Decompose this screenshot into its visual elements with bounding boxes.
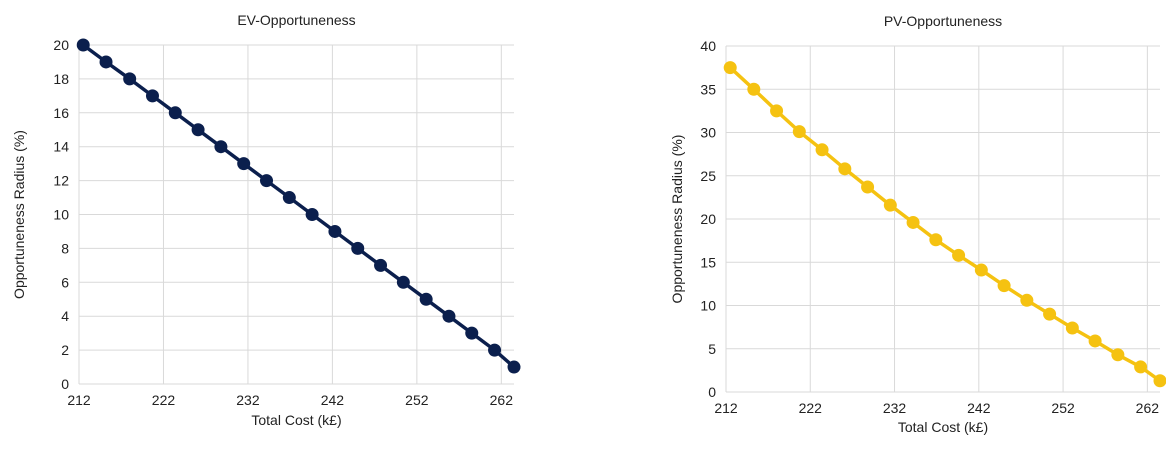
pv-data-point <box>929 233 942 246</box>
ev-x-tick-label: 222 <box>152 392 176 408</box>
pv-data-point <box>1111 348 1124 361</box>
ev-data-point <box>260 174 273 187</box>
pv-data-point <box>1154 374 1166 387</box>
pv-y-tick-label: 5 <box>708 341 716 357</box>
pv-x-tick-label: 242 <box>967 400 991 416</box>
pv-data-point <box>793 125 806 138</box>
ev-data-point <box>146 89 159 102</box>
pv-data-point <box>816 143 829 156</box>
ev-data-point <box>374 259 387 272</box>
ev-data-point <box>123 72 136 85</box>
ev-opportuneness-chart: 0 2 4 6 8 10 12 14 16 18 20 212 222 232 242 252 262 EV-Op… <box>0 0 540 450</box>
pv-opportuneness-chart: 0 5 10 15 20 25 30 35 40 212 222 232 242 252 262 PV-Opp… <box>660 0 1166 450</box>
ev-data-point <box>192 123 205 136</box>
ev-data-point <box>100 55 113 68</box>
ev-data-point <box>465 327 478 340</box>
pv-x-tick-label: 222 <box>799 400 823 416</box>
ev-x-tick-label: 242 <box>321 392 345 408</box>
ev-y-tick-label: 2 <box>61 342 69 358</box>
ev-data-point <box>169 106 182 119</box>
ev-data-point <box>77 39 90 52</box>
ev-y-tick-label: 0 <box>61 376 69 392</box>
ev-y-tick-label: 14 <box>53 139 69 155</box>
pv-y-tick-label: 40 <box>700 38 716 54</box>
pv-x-tick-label: 212 <box>714 400 738 416</box>
ev-data-point <box>397 276 410 289</box>
pv-data-point <box>975 264 988 277</box>
ev-x-axis-label: Total Cost (k£) <box>251 412 341 428</box>
pv-data-point <box>952 249 965 262</box>
ev-data-point <box>328 225 341 238</box>
pv-y-tick-label: 20 <box>700 211 716 227</box>
ev-x-tick-label: 252 <box>405 392 429 408</box>
pv-data-point <box>770 104 783 117</box>
pv-y-tick-label: 15 <box>700 254 716 270</box>
ev-y-tick-label: 20 <box>53 37 69 53</box>
pv-data-point <box>1134 360 1147 373</box>
ev-data-point <box>508 361 521 374</box>
pv-x-tick-label: 262 <box>1136 400 1160 416</box>
ev-y-tick-label: 4 <box>61 308 69 324</box>
pv-data-point <box>1020 294 1033 307</box>
ev-data-point <box>283 191 296 204</box>
pv-data-point <box>838 162 851 175</box>
ev-y-tick-label: 12 <box>53 173 69 189</box>
pv-data-point <box>1089 334 1102 347</box>
ev-data-point <box>306 208 319 221</box>
pv-data-point <box>861 180 874 193</box>
ev-y-tick-label: 6 <box>61 274 69 290</box>
ev-x-tick-label: 262 <box>490 392 514 408</box>
ev-data-point <box>442 310 455 323</box>
ev-data-point <box>214 140 227 153</box>
pv-data-point <box>1043 308 1056 321</box>
ev-y-tick-label: 16 <box>53 105 69 121</box>
pv-y-tick-label: 35 <box>700 81 716 97</box>
ev-y-tick-label: 18 <box>53 71 69 87</box>
pv-y-tick-label: 25 <box>700 168 716 184</box>
pv-data-point <box>747 83 760 96</box>
ev-data-point <box>237 157 250 170</box>
ev-chart-svg: 0 2 4 6 8 10 12 14 16 18 20 212 222 232 242 252 262 EV-Op… <box>0 0 540 450</box>
pv-y-tick-label: 0 <box>708 384 716 400</box>
pv-y-tick-label: 10 <box>700 298 716 314</box>
ev-y-tick-label: 8 <box>61 240 69 256</box>
pv-data-point <box>907 216 920 229</box>
ev-x-tick-label: 212 <box>67 392 91 408</box>
pv-y-axis-label: Opportuneness Radius (%) <box>669 135 685 304</box>
ev-x-tick-label: 232 <box>236 392 260 408</box>
pv-chart-title: PV-Opportuneness <box>884 13 1002 29</box>
pv-x-tick-label: 252 <box>1051 400 1075 416</box>
pv-data-point <box>1066 321 1079 334</box>
ev-chart-title: EV-Opportuneness <box>237 12 355 28</box>
ev-y-axis-label: Opportuneness Radius (%) <box>11 130 27 299</box>
pv-y-tick-label: 30 <box>700 125 716 141</box>
pv-x-axis-label: Total Cost (k£) <box>898 419 988 435</box>
pv-data-point <box>998 279 1011 292</box>
pv-data-point <box>884 199 897 212</box>
pv-chart-svg: 0 5 10 15 20 25 30 35 40 212 222 232 242 252 262 PV-Opp… <box>660 0 1166 450</box>
ev-y-tick-label: 10 <box>53 207 69 223</box>
ev-data-point <box>351 242 364 255</box>
ev-data-point <box>488 344 501 357</box>
pv-x-tick-label: 232 <box>883 400 907 416</box>
pv-series-line <box>730 68 1160 381</box>
ev-data-point <box>420 293 433 306</box>
pv-data-point <box>724 61 737 74</box>
